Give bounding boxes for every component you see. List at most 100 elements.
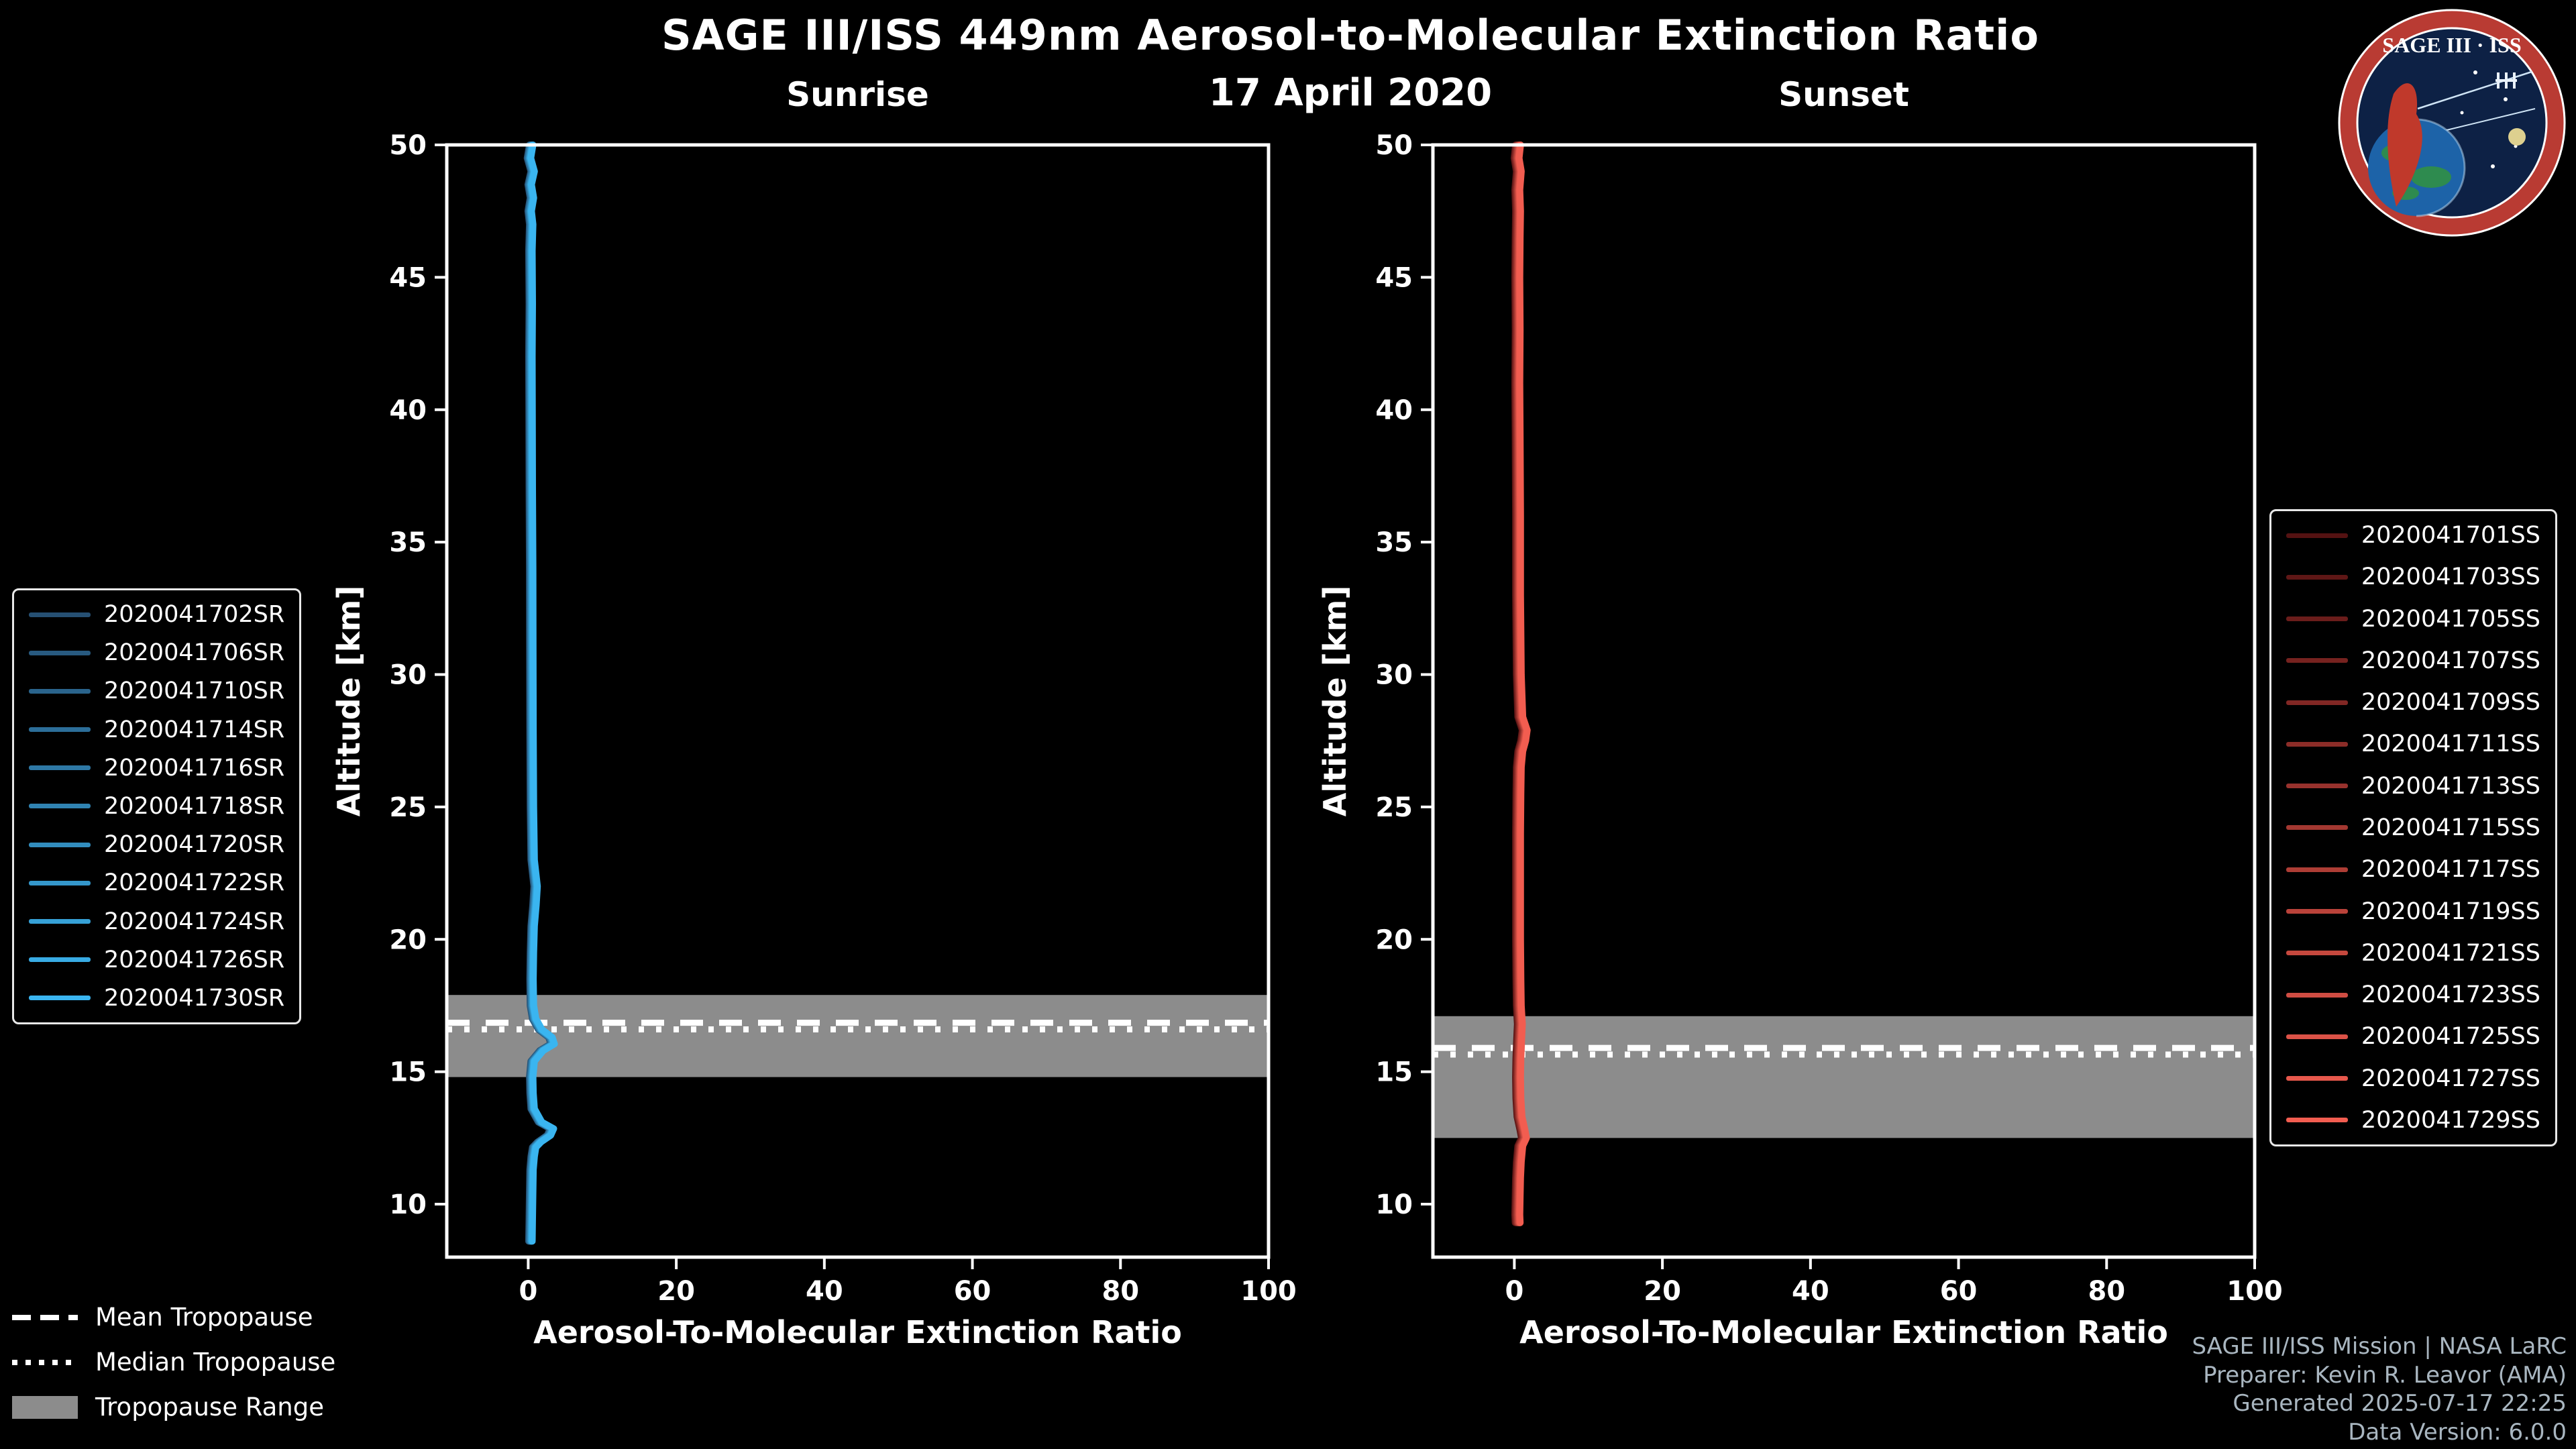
tropopause-range-band: [1433, 1016, 2255, 1138]
tropopause-range-label: Tropopause Range: [95, 1393, 325, 1421]
y-axis-label: Altitude [km]: [331, 586, 367, 817]
robed-figure-icon: [2387, 83, 2422, 207]
svg-text:10: 10: [389, 1189, 427, 1220]
series-label: 2020041710SR: [104, 678, 285, 705]
credit-data-version: Data Version: 6.0.0: [2348, 1418, 2567, 1446]
series-label: 2020041702SR: [104, 601, 285, 628]
svg-text:60: 60: [954, 1276, 991, 1307]
svg-text:80: 80: [1102, 1276, 1139, 1307]
series-color-line: [29, 996, 91, 1001]
series-color-line: [2286, 700, 2348, 705]
svg-text:40: 40: [1375, 395, 1413, 426]
series-label: 2020041730SR: [104, 984, 285, 1012]
series-color-line: [29, 612, 91, 617]
series-color-line: [29, 765, 91, 771]
legend-item: 2020041707SS: [2286, 647, 2540, 674]
series-label: 2020041706SR: [104, 639, 285, 667]
series-color-line: [2286, 867, 2348, 872]
tropopause-range-swatch: [12, 1395, 78, 1419]
mean-tropopause-dash-sample: [12, 1314, 78, 1320]
legend-item: 2020041724SR: [29, 908, 284, 935]
svg-text:100: 100: [2226, 1276, 2283, 1307]
svg-text:10: 10: [1375, 1189, 1413, 1220]
date-label: 17 April 2020: [1208, 71, 1493, 115]
legend-item: 2020041719SS: [2286, 898, 2540, 925]
series-color-line: [29, 842, 91, 847]
profile-line: [1515, 142, 1531, 1226]
series-color-line: [29, 919, 91, 924]
panel-title-sunset: Sunset: [1778, 75, 1909, 114]
series-label: 2020041701SS: [2361, 522, 2540, 549]
series-label: 2020041719SS: [2361, 898, 2540, 925]
series-label: 2020041713SS: [2361, 772, 2540, 800]
svg-text:30: 30: [1375, 660, 1413, 691]
legend-item: 2020041718SR: [29, 793, 284, 820]
svg-text:0: 0: [1505, 1276, 1523, 1307]
credit-mission: SAGE III/ISS Mission | NASA LaRC: [2192, 1333, 2567, 1360]
series-color-line: [2286, 533, 2348, 538]
mean-tropopause-label: Mean Tropopause: [95, 1303, 313, 1332]
credit-generated: Generated 2025-07-17 22:25: [2233, 1390, 2567, 1417]
credits: SAGE III/ISS Mission | NASA LaRC Prepare…: [2192, 1332, 2567, 1446]
svg-text:35: 35: [389, 527, 427, 558]
series-label: 2020041723SS: [2361, 981, 2540, 1009]
median-tropopause-legend-item: Median Tropopause: [12, 1348, 335, 1377]
series-label: 2020041726SR: [104, 946, 285, 973]
series-label: 2020041709SS: [2361, 689, 2540, 716]
patch-title: SAGE III · ISS: [2382, 33, 2521, 57]
series-color-line: [2286, 658, 2348, 663]
series-color-line: [2286, 992, 2348, 998]
legend-item: 2020041729SS: [2286, 1107, 2540, 1134]
series-color-line: [29, 688, 91, 694]
x-axis-label: Aerosol-To-Molecular Extinction Ratio: [533, 1314, 1182, 1350]
svg-text:40: 40: [389, 395, 427, 426]
svg-text:40: 40: [806, 1276, 843, 1307]
sunset-legend: 2020041701SS 2020041703SS 2020041705SS 2020…: [2269, 509, 2557, 1146]
series-color-line: [29, 727, 91, 733]
legend-item: 2020041717SS: [2286, 856, 2540, 883]
svg-text:60: 60: [1940, 1276, 1978, 1307]
svg-text:20: 20: [389, 924, 427, 955]
median-tropopause-label: Median Tropopause: [95, 1348, 336, 1377]
panel-title-sunrise: Sunrise: [786, 75, 929, 114]
svg-text:50: 50: [1375, 130, 1413, 161]
svg-text:30: 30: [389, 660, 427, 691]
median-tropopause-dot-sample: [12, 1359, 78, 1365]
x-axis-label: Aerosol-To-Molecular Extinction Ratio: [1519, 1314, 2168, 1350]
series-color-line: [29, 957, 91, 963]
plot-frame: [1431, 143, 2257, 1259]
series-label: 2020041725SS: [2361, 1023, 2540, 1051]
page-title: SAGE III/ISS 449nm Aerosol-to-Molecular …: [661, 11, 2040, 60]
svg-text:25: 25: [389, 792, 427, 823]
svg-text:35: 35: [1375, 527, 1413, 558]
plot-frame: [445, 143, 1271, 1259]
series-label: 2020041727SS: [2361, 1065, 2540, 1092]
svg-text:15: 15: [1375, 1057, 1413, 1088]
sunrise-plot: 0 20 40 60 80 100 10 15 20 25 30 35 40 45 50 Aerosol-To…: [331, 130, 1297, 1350]
svg-text:80: 80: [2088, 1276, 2125, 1307]
legend-item: 2020041710SR: [29, 678, 284, 704]
series-label: 2020041717SS: [2361, 856, 2540, 883]
series-label: 2020041718SR: [104, 792, 285, 820]
series-color-line: [2286, 784, 2348, 789]
series-label: 2020041724SR: [104, 908, 285, 935]
series-color-line: [2286, 1076, 2348, 1081]
series-label: 2020041705SS: [2361, 605, 2540, 633]
series-label: 2020041720SR: [104, 831, 285, 859]
series-label: 2020041721SS: [2361, 939, 2540, 967]
sunset-plot: 0 20 40 60 80 100 10 15 20 25 30 35 40 45 50 Aerosol-To…: [1317, 130, 2283, 1350]
legend-item: 2020041702SR: [29, 601, 284, 628]
tropopause-range-legend-item: Tropopause Range: [12, 1393, 335, 1421]
moon-icon: [2508, 128, 2526, 146]
series-color-line: [29, 880, 91, 885]
series-label: 2020041703SS: [2361, 564, 2540, 591]
series-color-line: [2286, 825, 2348, 830]
legend-item: 2020041730SR: [29, 985, 284, 1012]
tropopause-range-band: [447, 995, 1269, 1077]
series-color-line: [2286, 616, 2348, 622]
svg-text:50: 50: [389, 130, 427, 161]
legend-item: 2020041715SS: [2286, 814, 2540, 841]
svg-text:15: 15: [389, 1057, 427, 1088]
series-color-line: [2286, 574, 2348, 580]
series-label: 2020041715SS: [2361, 814, 2540, 841]
